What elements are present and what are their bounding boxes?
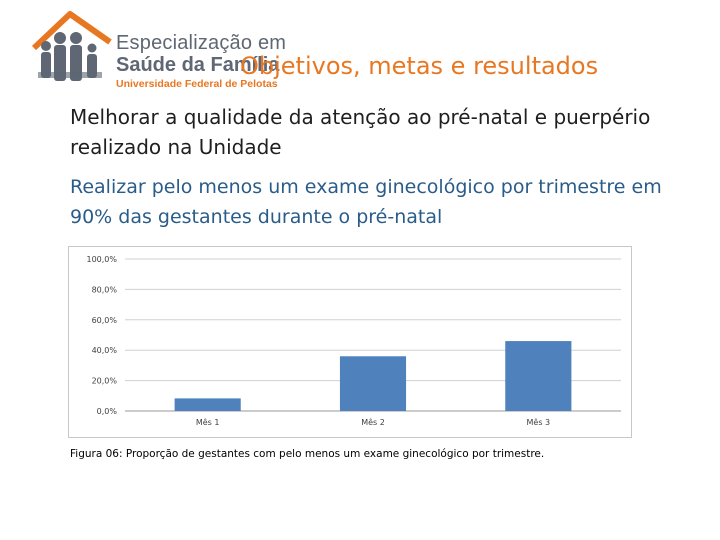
slide-title: Objetivos, metas e resultados xyxy=(240,52,599,80)
y-tick-label: 0,0% xyxy=(97,407,118,416)
bar xyxy=(339,356,407,411)
figure-caption: Figura 06: Proporção de gestantes com pe… xyxy=(70,448,545,460)
x-tick-label: Mês 2 xyxy=(361,417,385,427)
y-tick-label: 80,0% xyxy=(92,285,118,294)
y-tick-label: 40,0% xyxy=(92,346,118,355)
logo-line-program: Especialização em xyxy=(116,32,287,54)
slide-subtitle: Melhorar a qualidade da atenção ao pré-n… xyxy=(70,105,651,159)
x-tick-label: Mês 1 xyxy=(196,417,220,427)
logo-line-university: Universidade Federal de Pelotas xyxy=(116,78,278,90)
y-tick-label: 60,0% xyxy=(92,316,118,325)
goal-text: Realizar pelo menos um exame ginecológic… xyxy=(70,176,662,228)
logo-line-area: Saúde da Família xyxy=(116,54,280,76)
bar xyxy=(174,398,241,411)
chart-container: 0,0% 20,0% 40,0% 60,0% 80,0% 100,0% Mês 1 Mês 2… xyxy=(68,246,632,438)
x-tick-label: Mês 3 xyxy=(527,417,551,427)
y-tick-label: 20,0% xyxy=(92,377,118,386)
y-tick-label: 100,0% xyxy=(86,255,117,264)
logo: Especialização em Saúde da Família Unive… xyxy=(30,8,286,90)
bar-chart: 0,0% 20,0% 40,0% 60,0% 80,0% 100,0% Mês 1 Mês 2… xyxy=(86,255,621,427)
bar xyxy=(505,341,572,411)
family-house-icon xyxy=(31,11,112,81)
